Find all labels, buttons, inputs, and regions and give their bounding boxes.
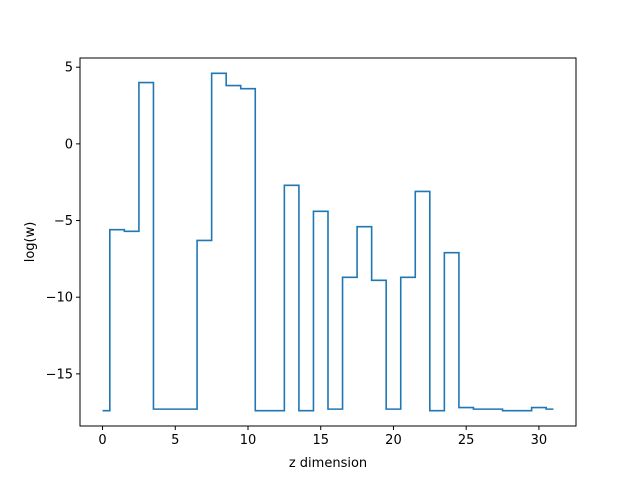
x-tick-label: 10 (240, 433, 257, 448)
y-tick-label: −10 (46, 291, 73, 306)
x-tick-label: 25 (458, 433, 475, 448)
x-tick-label: 15 (312, 433, 329, 448)
y-axis-label: log(w) (23, 222, 38, 263)
x-tick-label: 20 (385, 433, 402, 448)
y-tick-label: 0 (65, 137, 73, 152)
series-layer (102, 72, 554, 412)
x-axis-label: z dimension (289, 456, 367, 471)
y-tick-label: −5 (54, 214, 73, 229)
x-tick-label: 30 (531, 433, 548, 448)
y-tick-label: −15 (46, 367, 73, 382)
y-axis-ticks: 5 0 −5 −10 −15 (46, 61, 80, 382)
y-tick-label: 5 (65, 61, 73, 76)
plot-frame (79, 57, 577, 427)
series-line (102, 72, 554, 412)
x-tick-label: 5 (171, 433, 179, 448)
x-tick-label: 0 (98, 433, 106, 448)
x-axis-ticks: 0 5 10 15 20 25 30 (98, 426, 547, 448)
